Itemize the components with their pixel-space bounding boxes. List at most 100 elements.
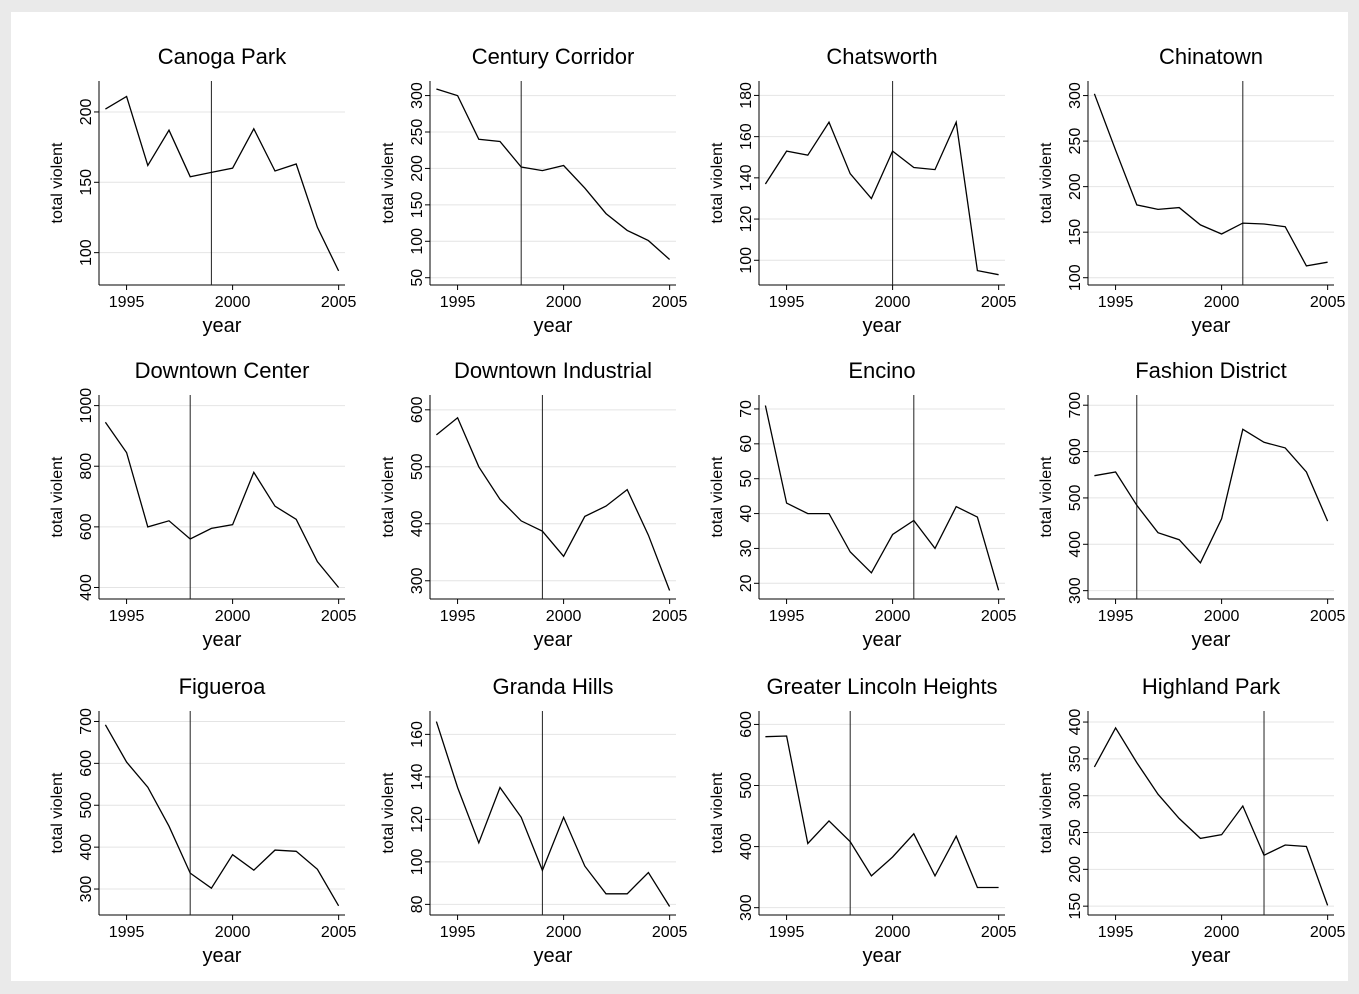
y-tick-label: 200 [1067, 173, 1084, 200]
x-tick-label: 1995 [1098, 608, 1134, 625]
panel-title: Century Corridor [472, 44, 635, 69]
panel: 150 200 250 300 350 400 1995 2000 2005 Highland P… [1038, 674, 1346, 967]
panel-title: Granda Hills [492, 674, 613, 699]
y-tick-label: 500 [78, 792, 95, 819]
y-tick-label: 600 [409, 396, 426, 423]
y-tick-label: 100 [409, 848, 426, 875]
series-line [764, 119, 999, 276]
x-tick-label: 2005 [652, 924, 688, 941]
x-tick-label: 2005 [321, 924, 357, 941]
x-tick-label: 1995 [769, 608, 805, 625]
y-tick-label: 300 [738, 894, 755, 921]
y-axis-title: total violent [709, 142, 726, 223]
y-axis-title: total violent [709, 456, 726, 537]
x-tick-label: 2005 [1310, 294, 1346, 311]
panel-title: Downtown Industrial [454, 358, 652, 383]
panel-title: Greater Lincoln Heights [766, 674, 997, 699]
y-tick-label: 200 [1067, 856, 1084, 883]
y-tick-label: 500 [1067, 484, 1084, 511]
panel: 400 600 800 1000 1995 2000 2005 Downtown Center… [49, 358, 357, 651]
y-tick-label: 600 [78, 750, 95, 777]
y-tick-label: 300 [78, 876, 95, 903]
panel-title: Figueroa [179, 674, 267, 699]
x-tick-label: 2005 [321, 294, 357, 311]
x-tick-label: 1995 [440, 924, 476, 941]
y-tick-label: 300 [1067, 577, 1084, 604]
x-tick-label: 1995 [109, 608, 145, 625]
y-tick-label: 350 [1067, 745, 1084, 772]
panel-title: Chatsworth [826, 44, 937, 69]
y-tick-label: 250 [1067, 128, 1084, 155]
y-tick-label: 100 [78, 239, 95, 266]
y-tick-label: 30 [738, 539, 755, 557]
x-tick-label: 2005 [321, 608, 357, 625]
y-tick-label: 100 [409, 228, 426, 255]
series-line [1093, 726, 1329, 906]
x-tick-label: 2000 [546, 924, 582, 941]
x-tick-label: 2000 [1204, 924, 1240, 941]
y-tick-label: 140 [738, 164, 755, 191]
y-tick-label: 250 [409, 119, 426, 146]
x-tick-label: 1995 [769, 294, 805, 311]
x-tick-label: 2005 [652, 608, 688, 625]
x-tick-label: 2000 [546, 608, 582, 625]
x-tick-label: 2005 [652, 294, 688, 311]
y-tick-label: 600 [78, 513, 95, 540]
y-tick-label: 120 [738, 206, 755, 233]
x-tick-label: 1995 [440, 608, 476, 625]
y-tick-label: 700 [1067, 392, 1084, 419]
panel: 300 400 500 600 1995 2000 2005 Downtown Industr… [380, 358, 688, 651]
panel: 100 150 200 250 300 1995 2000 2005 Chinatown year… [1038, 44, 1346, 337]
x-axis-title: year [534, 945, 573, 967]
x-axis-title: year [203, 629, 242, 651]
y-tick-label: 150 [409, 191, 426, 218]
x-tick-label: 2000 [1204, 294, 1240, 311]
y-tick-label: 160 [409, 721, 426, 748]
x-axis-title: year [1192, 629, 1231, 651]
y-tick-label: 120 [409, 806, 426, 833]
y-tick-label: 100 [738, 247, 755, 274]
y-tick-label: 50 [738, 470, 755, 488]
y-tick-label: 1000 [78, 388, 95, 424]
series-line [435, 721, 671, 907]
x-tick-label: 2000 [215, 294, 251, 311]
x-tick-label: 1995 [440, 294, 476, 311]
panel-title: Fashion District [1135, 358, 1287, 383]
y-tick-label: 700 [78, 708, 95, 735]
y-tick-label: 150 [1067, 893, 1084, 920]
series-line [1093, 93, 1328, 267]
y-tick-label: 100 [1067, 264, 1084, 291]
y-tick-label: 150 [1067, 219, 1084, 246]
x-tick-label: 2000 [875, 608, 911, 625]
y-tick-label: 400 [409, 510, 426, 537]
y-axis-title: total violent [1038, 772, 1055, 853]
y-tick-label: 80 [409, 895, 426, 913]
y-tick-label: 200 [409, 155, 426, 182]
x-tick-label: 2000 [215, 924, 251, 941]
x-tick-label: 2005 [1310, 924, 1346, 941]
panel: 300 400 500 600 1995 2000 2005 Greater Lincoln … [709, 674, 1017, 967]
x-axis-title: year [863, 629, 902, 651]
y-tick-label: 70 [738, 400, 755, 418]
panel: 80 100 120 140 160 1995 2000 2005 Granda Hills ye… [380, 674, 688, 967]
y-tick-label: 400 [738, 833, 755, 860]
x-tick-label: 1995 [109, 924, 145, 941]
x-tick-label: 2000 [215, 608, 251, 625]
y-tick-label: 400 [78, 834, 95, 861]
x-axis-title: year [534, 315, 573, 337]
y-axis-title: total violent [1038, 456, 1055, 537]
y-tick-label: 500 [409, 453, 426, 480]
y-tick-label: 40 [738, 505, 755, 523]
x-axis-title: year [863, 315, 902, 337]
series-line [764, 405, 1000, 591]
panel-title: Chinatown [1159, 44, 1263, 69]
panel-title: Downtown Center [135, 358, 310, 383]
y-tick-label: 600 [1067, 438, 1084, 465]
x-tick-label: 1995 [1098, 294, 1134, 311]
panel: 100 150 200 1995 2000 2005 Canoga Park year tota… [49, 44, 357, 337]
y-tick-label: 400 [1067, 709, 1084, 736]
x-tick-label: 1995 [109, 294, 145, 311]
x-axis-title: year [863, 945, 902, 967]
y-axis-title: total violent [380, 772, 397, 853]
y-tick-label: 20 [738, 574, 755, 592]
